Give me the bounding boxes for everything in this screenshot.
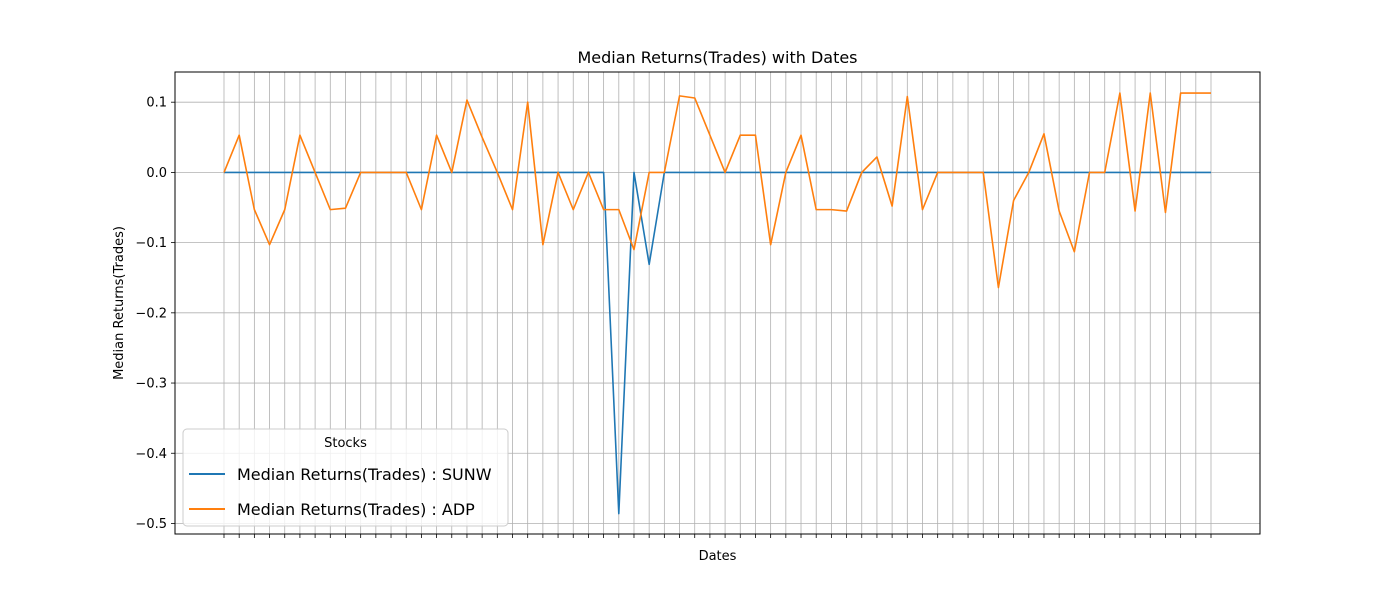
x-ticks	[223, 534, 1212, 538]
legend-box	[182, 428, 509, 527]
y-tick-label: 0.1	[146, 96, 167, 111]
chart-title: Median Returns(Trades) with Dates	[577, 48, 857, 67]
legend: Stocks Median Returns(Trades) : SUNW Med…	[182, 428, 509, 527]
y-tick-label: 0.0	[146, 166, 167, 181]
y-tick-label: −0.5	[135, 517, 167, 532]
y-tick-label: −0.3	[135, 377, 167, 392]
x-axis-title: Dates	[699, 549, 737, 564]
legend-title: Stocks	[324, 436, 367, 451]
y-tick-label: −0.2	[135, 306, 167, 321]
series-line-adp	[223, 92, 1211, 289]
legend-label-adp: Median Returns(Trades) : ADP	[237, 500, 475, 519]
y-ticks: 0.1 0.0 −0.1 −0.2 −0.3 −0.4 −0.5	[135, 96, 175, 532]
plot-frame	[174, 71, 1261, 535]
series-layer	[223, 92, 1211, 515]
legend-label-sunw: Median Returns(Trades) : SUNW	[237, 465, 492, 484]
y-tick-label: −0.4	[135, 447, 167, 462]
y-axis-title: Median Returns(Trades)	[112, 226, 127, 380]
y-tick-label: −0.1	[135, 236, 167, 251]
